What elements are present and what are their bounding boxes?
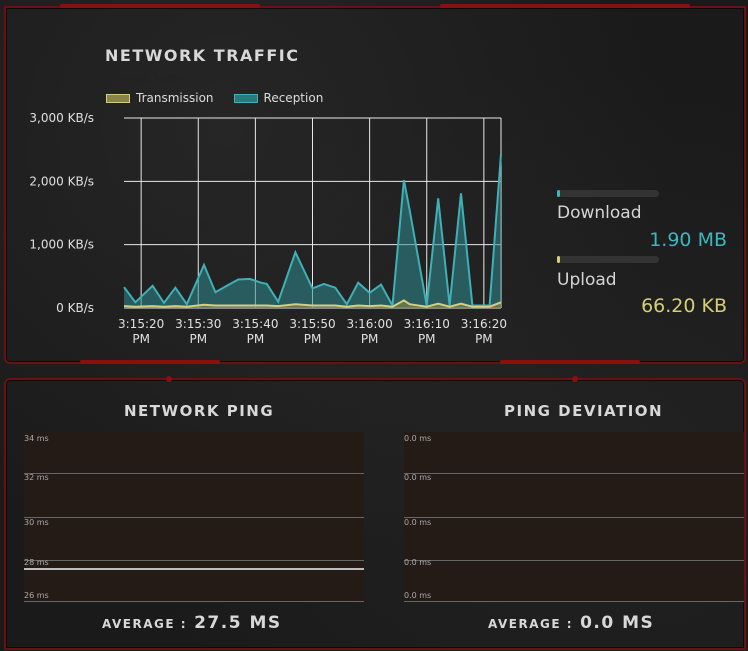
y-tick-label: 1,000 KB/s <box>29 238 94 252</box>
grid-line <box>24 473 364 474</box>
y-tick-label: 28 ms <box>24 558 49 567</box>
x-tick-label: 3:15:40 <box>232 317 278 331</box>
deviation-average-label: AVERAGE : <box>488 617 574 631</box>
y-tick-label: 0 KB/s <box>56 301 94 315</box>
y-tick-label: 26 ms <box>24 591 49 600</box>
grid-line <box>404 517 744 518</box>
deviation-chart: 0.0 ms 0.0 ms 0.0 ms 0.0 ms 0.0 ms <box>404 432 744 602</box>
upload-label: Upload <box>557 270 617 290</box>
x-tick-label: PM <box>132 332 150 346</box>
download-bar <box>557 190 659 197</box>
ping-panel <box>4 378 746 650</box>
legend-label: Transmission <box>136 91 214 105</box>
x-tick-label: 3:15:50 <box>289 317 335 331</box>
panel-accent <box>166 376 172 382</box>
panel-accent <box>440 4 690 8</box>
grid-line <box>24 517 364 518</box>
grid-line <box>24 601 364 602</box>
download-bar-fill <box>557 190 560 197</box>
legend-reception[interactable]: Reception <box>233 91 324 105</box>
legend-label: Reception <box>263 91 324 105</box>
traffic-subtitle: Internet Traffic <box>106 72 187 85</box>
panel-accent <box>80 360 220 364</box>
x-tick-label: 3:16:20 <box>461 317 507 331</box>
traffic-title: NETWORK TRAFFIC <box>105 46 300 65</box>
ping-chart: 34 ms 32 ms 30 ms 28 ms 26 ms <box>24 432 364 602</box>
legend-swatch <box>233 93 258 103</box>
transmission-line <box>123 299 502 308</box>
reception-line <box>123 154 502 309</box>
traffic-panel <box>4 6 746 364</box>
y-tick-label: 32 ms <box>24 473 49 482</box>
ping-title: NETWORK PING <box>124 402 275 420</box>
upload-bar-fill <box>557 256 560 263</box>
y-tick-label: 2,000 KB/s <box>29 174 94 188</box>
reception-area <box>124 154 501 308</box>
traffic-chart: 0 KB/s 1,000 KB/s 2,000 KB/s 3,000 KB/s 3:15… <box>29 111 507 346</box>
x-tick-label: PM <box>304 332 322 346</box>
y-tick-label: 0.0 ms <box>404 591 432 600</box>
upload-bar <box>557 256 659 263</box>
y-tick-label: 0.0 ms <box>404 518 432 527</box>
y-tick-label: 3,000 KB/s <box>29 111 94 125</box>
y-tick-label: 0.0 ms <box>404 434 432 443</box>
legend-swatch <box>106 93 130 103</box>
x-tick-label: 3:15:20 <box>118 317 164 331</box>
y-tick-label: 34 ms <box>24 434 49 443</box>
ping-series-line <box>24 568 364 570</box>
upload-value: 66.20 KB <box>641 295 727 317</box>
x-tick-label: PM <box>247 332 265 346</box>
panel-accent <box>572 376 578 382</box>
x-tick-label: 3:16:00 <box>346 317 392 331</box>
x-tick-label: 3:15:30 <box>175 317 221 331</box>
grid-line <box>404 601 744 602</box>
y-tick-label: 0.0 ms <box>404 558 432 567</box>
x-tick-label: PM <box>418 332 436 346</box>
ping-average-label: AVERAGE : <box>102 617 188 631</box>
x-tick-label: PM <box>475 332 493 346</box>
legend-transmission[interactable]: Transmission <box>106 91 214 105</box>
x-tick-label: 3:16:10 <box>404 317 450 331</box>
y-tick-label: 0.0 ms <box>404 473 432 482</box>
panel-accent <box>500 360 640 364</box>
grid-line <box>404 473 744 474</box>
deviation-average-value: 0.0 MS <box>580 613 655 633</box>
panel-accent <box>60 4 260 8</box>
ping-average-value: 27.5 MS <box>194 613 282 633</box>
ping-average: AVERAGE : 27.5 MS <box>102 613 282 633</box>
deviation-title: PING DEVIATION <box>504 402 664 420</box>
grid-line <box>404 560 744 561</box>
download-label: Download <box>557 203 642 223</box>
y-tick-label: 30 ms <box>24 518 49 527</box>
deviation-average: AVERAGE : 0.0 MS <box>488 613 654 633</box>
grid-line <box>24 560 364 561</box>
chart-legend: Transmission Reception <box>106 91 323 105</box>
download-value: 1.90 MB <box>649 229 727 251</box>
x-tick-label: PM <box>361 332 379 346</box>
x-tick-label: PM <box>189 332 207 346</box>
